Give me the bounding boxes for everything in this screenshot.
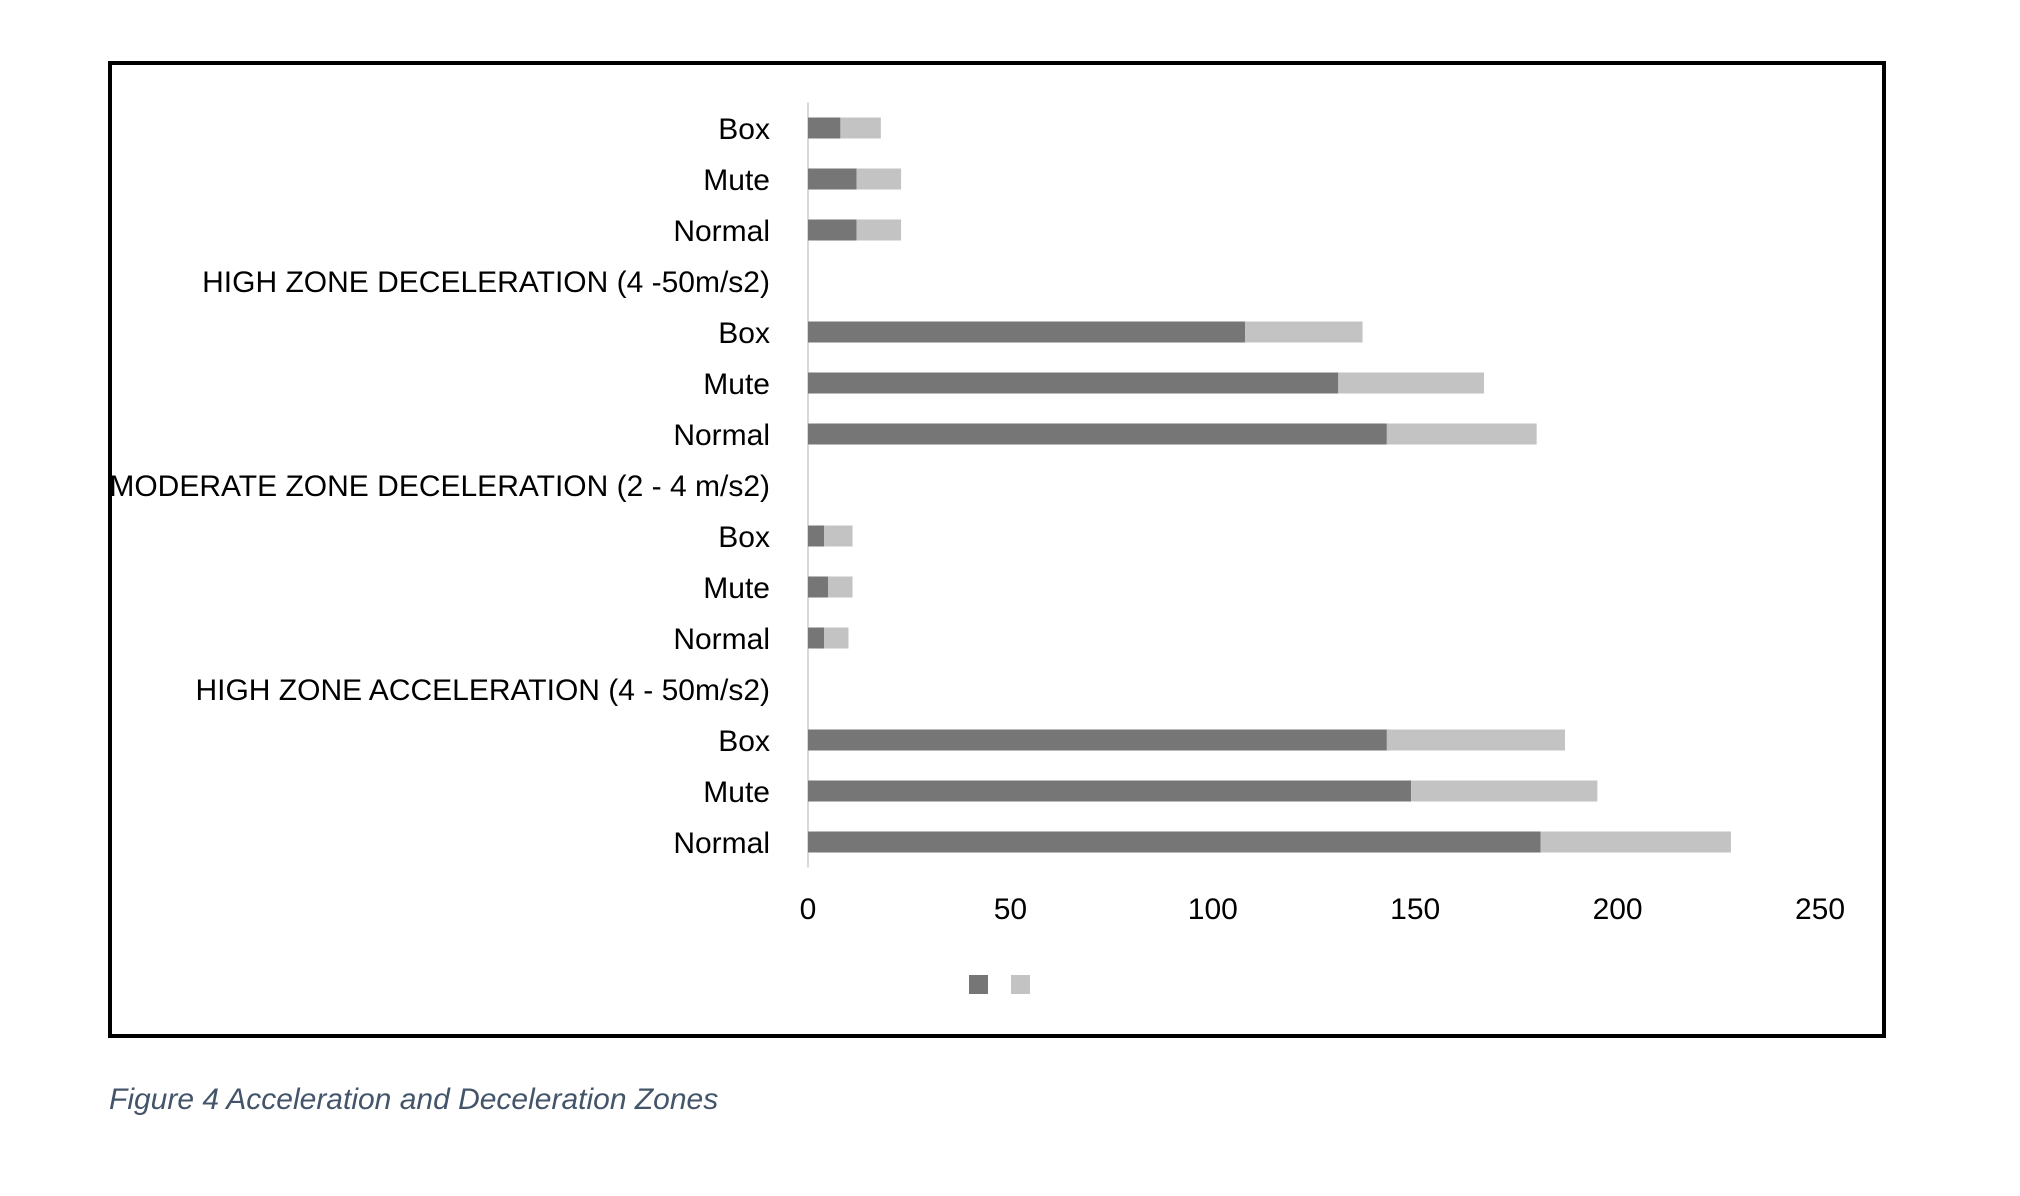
bar-segment-series-2 — [1245, 321, 1363, 343]
category-label: Box — [718, 725, 770, 758]
bar-segment-series-1 — [808, 321, 1246, 343]
legend-swatch-series-2 — [1011, 975, 1030, 994]
legend — [969, 975, 1030, 994]
bar-segment-series-2 — [840, 117, 881, 139]
chart-frame — [108, 61, 1886, 1038]
bar-segment-series-2 — [856, 168, 902, 190]
bar-segment-series-1 — [808, 372, 1339, 394]
legend-swatch-series-1 — [969, 975, 988, 994]
category-label: Mute — [703, 572, 770, 605]
x-tick-label: 150 — [1390, 893, 1440, 926]
bar-segment-series-2 — [824, 525, 853, 547]
bar-segment-series-2 — [1338, 372, 1485, 394]
category-label: Mute — [703, 368, 770, 401]
x-tick-label: 100 — [1188, 893, 1238, 926]
category-label: Box — [718, 521, 770, 554]
x-tick-label: 0 — [800, 893, 817, 926]
bar-segment-series-2 — [1386, 423, 1537, 445]
figure-caption: Figure 4 Acceleration and Deceleration Z… — [109, 1083, 719, 1116]
bar-segment-series-2 — [1386, 729, 1565, 751]
x-axis-tick-labels: 0 50 100 150 200 250 — [800, 893, 1845, 926]
bar-segment-series-1 — [808, 168, 857, 190]
category-label: Mute — [703, 776, 770, 809]
category-label: Box — [718, 317, 770, 350]
bars — [808, 117, 1731, 853]
bar-segment-series-2 — [824, 627, 849, 649]
x-tick-label: 50 — [994, 893, 1027, 926]
category-label: HIGH ZONE ACCELERATION (4 - 50m/s2) — [195, 674, 770, 707]
category-label: Mute — [703, 164, 770, 197]
bar-segment-series-1 — [808, 627, 825, 649]
category-label: Normal — [673, 623, 770, 656]
bar-segment-series-1 — [808, 219, 857, 241]
bar-segment-series-1 — [808, 729, 1387, 751]
bar-segment-series-2 — [1411, 780, 1598, 802]
category-label: Normal — [673, 827, 770, 860]
category-label: Box — [718, 113, 770, 146]
x-tick-label: 200 — [1593, 893, 1643, 926]
category-label: MODERATE ZONE DECELERATION (2 - 4 m/s2) — [109, 470, 770, 503]
bar-segment-series-2 — [1540, 831, 1731, 853]
bar-segment-series-1 — [808, 117, 841, 139]
category-label: Normal — [673, 419, 770, 452]
bar-segment-series-2 — [856, 219, 902, 241]
bar-segment-series-1 — [808, 831, 1541, 853]
x-tick-label: 250 — [1795, 893, 1845, 926]
bar-segment-series-2 — [828, 576, 853, 598]
category-labels: Normal Mute Box HIGH ZONE ACCELERATION (4 -… — [109, 113, 770, 860]
category-label: Normal — [673, 215, 770, 248]
bar-segment-series-1 — [808, 576, 829, 598]
bar-segment-series-1 — [808, 780, 1412, 802]
bar-segment-series-1 — [808, 423, 1387, 445]
bar-segment-series-1 — [808, 525, 825, 547]
category-label: HIGH ZONE DECELERATION (4 -50m/s2) — [202, 266, 770, 299]
